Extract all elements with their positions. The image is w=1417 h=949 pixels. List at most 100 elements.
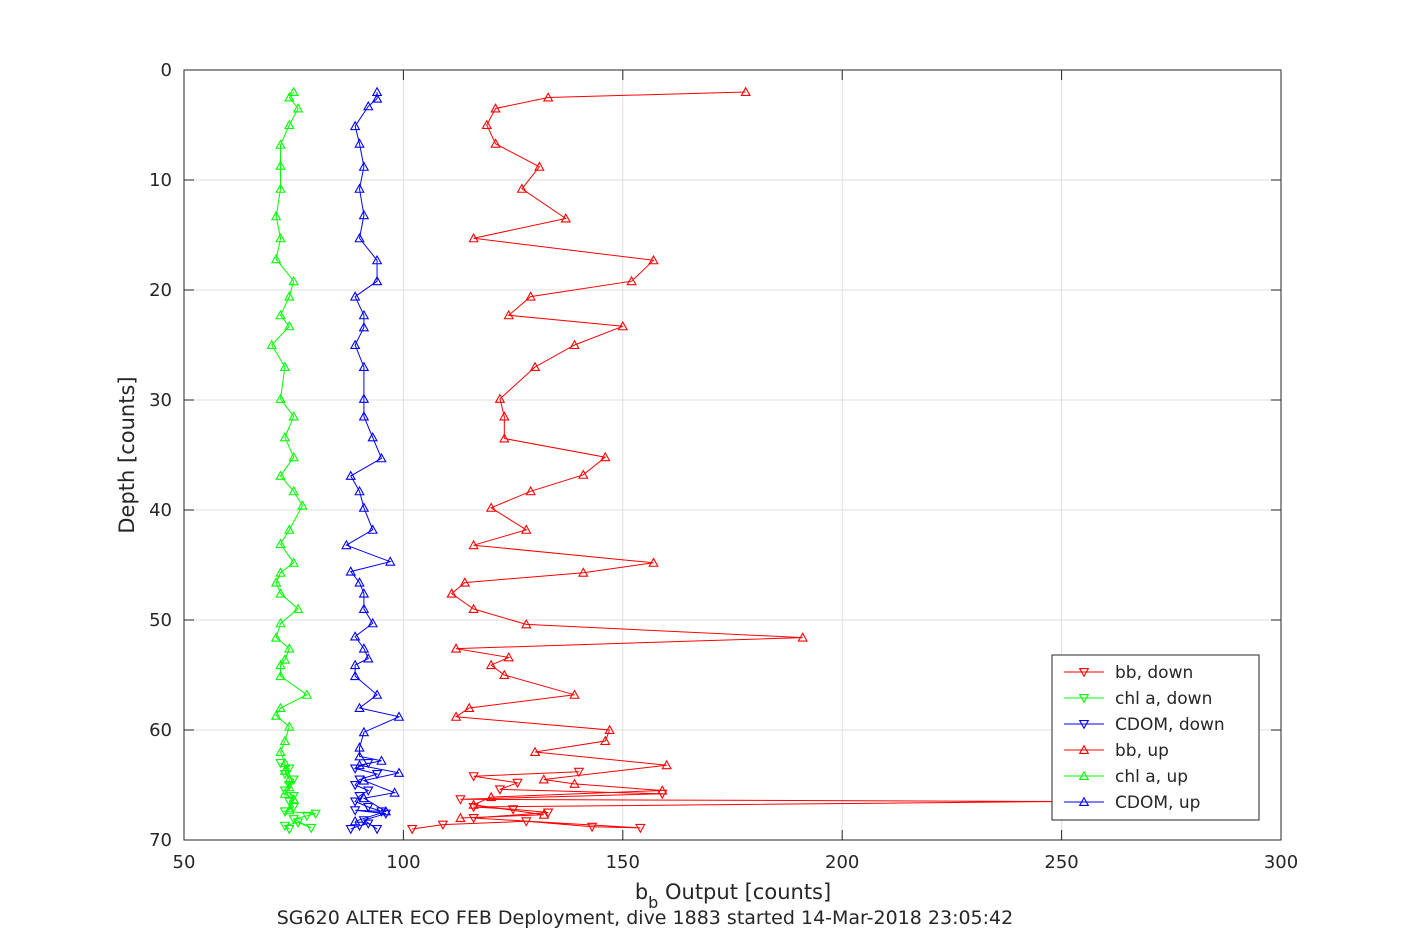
data-point-chl-a-up bbox=[275, 617, 286, 628]
data-point-bb-up bbox=[797, 632, 808, 642]
data-point-bb-up bbox=[499, 433, 510, 443]
y-tick-label: 10 bbox=[149, 170, 172, 191]
data-point-bb-down bbox=[494, 785, 506, 795]
data-point-cdom-up bbox=[371, 93, 383, 103]
tick-labels: 50 100 150 200 250 300 0 10 20 30 40 50 60 70 bbox=[149, 60, 1298, 873]
data-point-chl-a-down bbox=[288, 815, 299, 825]
data-point-chl-a-down bbox=[288, 803, 299, 813]
legend-marker-cdom-down bbox=[1078, 720, 1090, 730]
data-point-cdom-up bbox=[376, 755, 387, 765]
data-point-chl-a-up bbox=[284, 643, 295, 653]
x-axis-label: bb Output [counts] bbox=[635, 880, 831, 912]
data-point-chl-a-up bbox=[288, 451, 299, 462]
data-point-cdom-down bbox=[358, 816, 370, 826]
data-point-bb-up bbox=[538, 809, 550, 819]
data-point-cdom-up bbox=[349, 631, 361, 641]
x-tick-label: 50 bbox=[173, 852, 196, 873]
data-point-chl-a-up bbox=[275, 588, 286, 598]
chart-subtitle: SG620 ALTER ECO FEB Deployment, dive 188… bbox=[277, 907, 1013, 929]
y-tick-label: 20 bbox=[149, 280, 172, 301]
plot-frame bbox=[183, 69, 1282, 841]
x-axis-label-main: b bbox=[635, 880, 648, 904]
data-point-bb-up bbox=[468, 539, 479, 550]
data-point-cdom-up bbox=[367, 431, 378, 442]
data-point-cdom-up bbox=[358, 588, 370, 598]
data-point-bb-up bbox=[648, 254, 659, 265]
data-point-chl-a-up bbox=[266, 339, 277, 349]
data-point-chl-a-up bbox=[284, 119, 295, 129]
data-point-chl-a-up bbox=[275, 232, 286, 243]
data-point-cdom-up bbox=[345, 470, 356, 480]
data-point-bb-up bbox=[657, 785, 668, 795]
legend-marker-chl-a-down bbox=[1078, 694, 1090, 704]
data-point-chl-a-up bbox=[284, 721, 295, 731]
series-layer bbox=[266, 86, 1067, 835]
data-point-bb-up bbox=[617, 320, 629, 331]
data-point-bb-up bbox=[534, 161, 545, 171]
data-point-chl-a-up bbox=[279, 654, 291, 664]
data-point-cdom-up bbox=[358, 411, 370, 421]
data-point-chl-a-down bbox=[284, 764, 295, 774]
data-point-cdom-down bbox=[354, 792, 365, 802]
data-point-chl-a-down bbox=[310, 809, 321, 820]
data-point-chl-a-down bbox=[288, 792, 299, 802]
data-point-bb-down bbox=[573, 767, 585, 778]
data-point-chl-a-up bbox=[297, 500, 308, 510]
data-point-chl-a-down bbox=[306, 823, 317, 834]
data-point-bb-up bbox=[455, 812, 466, 822]
data-point-bb-down bbox=[406, 825, 418, 835]
data-point-chl-a-up bbox=[275, 670, 286, 681]
legend-marker-chl-a-up bbox=[1078, 770, 1090, 780]
x-axis-label-subscript: b bbox=[648, 893, 658, 912]
data-point-bb-up bbox=[626, 275, 637, 286]
data-point-cdom-up bbox=[349, 291, 361, 301]
data-point-chl-a-up bbox=[275, 393, 286, 403]
data-point-bb-up bbox=[569, 778, 580, 788]
data-point-cdom-down bbox=[363, 786, 374, 796]
data-point-cdom-down bbox=[354, 821, 365, 832]
data-point-bb-up bbox=[542, 92, 554, 102]
data-point-cdom-up bbox=[376, 452, 387, 463]
data-point-cdom-up bbox=[358, 309, 370, 320]
y-tick-label: 0 bbox=[161, 60, 172, 81]
data-point-bb-up bbox=[600, 451, 611, 462]
data-point-chl-a-up bbox=[284, 804, 295, 815]
x-tick-label: 200 bbox=[825, 852, 859, 873]
data-point-cdom-up bbox=[380, 805, 392, 816]
data-point-chl-a-up bbox=[270, 253, 282, 264]
data-point-cdom-up bbox=[358, 209, 370, 220]
data-point-bb-up bbox=[468, 799, 479, 809]
x-axis-label-rest: Output [counts] bbox=[658, 880, 831, 904]
data-point-bb-up bbox=[521, 524, 532, 534]
data-point-cdom-up bbox=[367, 524, 378, 534]
data-point-bb-up bbox=[450, 711, 462, 721]
data-point-bb-up bbox=[499, 669, 510, 679]
data-point-cdom-up bbox=[371, 689, 383, 699]
data-point-cdom-up bbox=[354, 759, 365, 770]
data-point-chl-a-up bbox=[292, 103, 304, 113]
data-point-cdom-up bbox=[358, 321, 370, 332]
data-point-chl-a-up bbox=[284, 92, 295, 102]
series-chl-a-up bbox=[266, 86, 313, 815]
data-point-cdom-up bbox=[358, 502, 370, 512]
data-point-chl-a-up bbox=[284, 524, 295, 534]
data-point-chl-a-up bbox=[288, 86, 299, 96]
data-point-bb-down bbox=[521, 817, 532, 827]
data-point-bb-up bbox=[468, 232, 479, 243]
data-point-chl-a-up bbox=[292, 603, 304, 613]
data-point-chl-a-up bbox=[284, 291, 295, 301]
data-point-cdom-up bbox=[367, 617, 378, 628]
data-point-chl-a-down bbox=[284, 825, 295, 835]
data-point-bb-down bbox=[455, 795, 466, 805]
legend-label-bb-down: bb, down bbox=[1115, 663, 1193, 683]
data-point-chl-a-up bbox=[279, 788, 291, 798]
data-point-cdom-up bbox=[358, 775, 370, 785]
data-point-bb-up bbox=[459, 577, 471, 587]
data-point-chl-a-up bbox=[288, 485, 299, 496]
data-point-bb-down bbox=[635, 823, 646, 834]
x-tick-label: 300 bbox=[1264, 852, 1298, 873]
data-point-cdom-up bbox=[349, 339, 361, 349]
data-point-chl-a-up bbox=[275, 139, 286, 149]
data-point-bb-up bbox=[485, 502, 497, 512]
